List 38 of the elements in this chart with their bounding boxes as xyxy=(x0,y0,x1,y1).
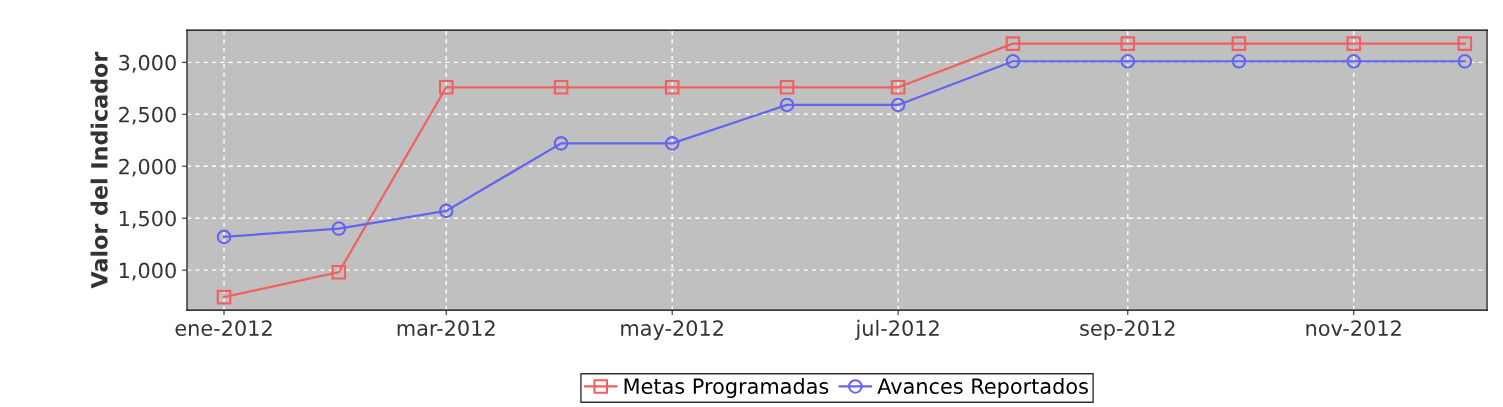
point xyxy=(438,79,454,95)
point xyxy=(1231,36,1247,51)
x-tick-label: sep-2012 xyxy=(1080,320,1175,341)
point xyxy=(553,136,569,151)
point xyxy=(890,79,906,95)
x-tick-label: ene-2012 xyxy=(175,320,272,336)
y-tick-label: 2,500 xyxy=(119,106,176,125)
point xyxy=(779,79,795,95)
x-tick-label: may-2012 xyxy=(621,320,723,341)
point xyxy=(1457,54,1473,69)
y-tick-label: 2,000 xyxy=(119,158,176,177)
legend-label: Avances Reportados xyxy=(877,377,1088,399)
point xyxy=(331,221,347,236)
legend-label: Metas Programadas xyxy=(624,377,829,399)
point xyxy=(1346,54,1362,69)
x-tick-label: nov-2012 xyxy=(1306,320,1401,336)
point xyxy=(664,79,680,95)
y-axis-title: Valor del Indicador xyxy=(90,51,108,289)
y-tick-label: 3,000 xyxy=(119,54,176,73)
point xyxy=(1346,36,1362,51)
x-tick-label: jul-2012 xyxy=(855,319,939,341)
point xyxy=(216,229,232,245)
point xyxy=(1120,54,1136,69)
point xyxy=(1120,36,1136,51)
point xyxy=(1231,54,1247,69)
point xyxy=(664,136,680,151)
point xyxy=(216,289,232,305)
point xyxy=(890,97,906,113)
point xyxy=(1457,36,1473,51)
point xyxy=(553,79,569,95)
y-tick-label: 1,000 xyxy=(119,262,176,281)
point xyxy=(331,264,347,280)
x-tick-label: mar-2012 xyxy=(397,320,495,336)
point xyxy=(779,97,795,113)
y-tick-label: 1,500 xyxy=(119,210,176,229)
point xyxy=(1005,36,1021,51)
point xyxy=(1005,54,1021,69)
point xyxy=(438,203,454,219)
